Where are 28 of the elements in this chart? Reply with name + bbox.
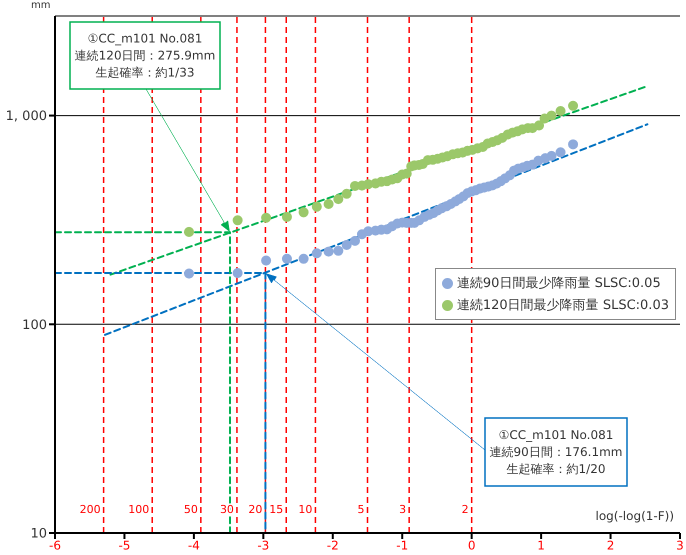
y-tick-label: 1, 000 — [6, 109, 47, 124]
y-tick-label: 100 — [22, 318, 47, 333]
x-tick-label: -5 — [118, 538, 130, 553]
annotation: 2 — [462, 503, 469, 516]
x-tick-label: -4 — [188, 538, 200, 553]
x-tick-label: 0 — [468, 538, 476, 553]
annotation: 100 — [128, 503, 150, 516]
annotation: ①CC_m101 No.081 連続90日間：176.1mm 生起確率：約1/20 — [489, 428, 623, 476]
x-axis-title: log(-log(1-F)) — [595, 509, 674, 523]
x-tick-label: 2 — [606, 538, 614, 553]
x-tick-label: 1 — [537, 538, 545, 553]
y-tick-label: 10 — [30, 526, 47, 542]
x-tick-label: 3 — [676, 538, 684, 553]
x-tick-label: -6 — [49, 538, 61, 553]
annotation: ①CC_m101 No.081 連続120日間：275.9mm 生起確率：約1/33 — [74, 32, 216, 80]
annotation: 10 — [298, 503, 312, 516]
annotation: 50 — [184, 503, 198, 516]
legend-label: 連続120日間最少降雨量 SLSC:0.03 — [456, 297, 669, 314]
annotation: 20 — [248, 503, 262, 516]
x-tick-label: -2 — [326, 538, 339, 553]
x-tick-label: -1 — [396, 538, 408, 553]
legend-label: 連続90日間最少降雨量 SLSC:0.05 — [456, 275, 661, 292]
annotation: 3 — [399, 503, 406, 516]
x-tick-label: -3 — [257, 538, 270, 553]
annotation: 15 — [269, 503, 284, 516]
y-axis-title: mm — [31, 0, 50, 12]
annotation: 200 — [80, 503, 101, 516]
annotation: 5 — [358, 503, 364, 516]
